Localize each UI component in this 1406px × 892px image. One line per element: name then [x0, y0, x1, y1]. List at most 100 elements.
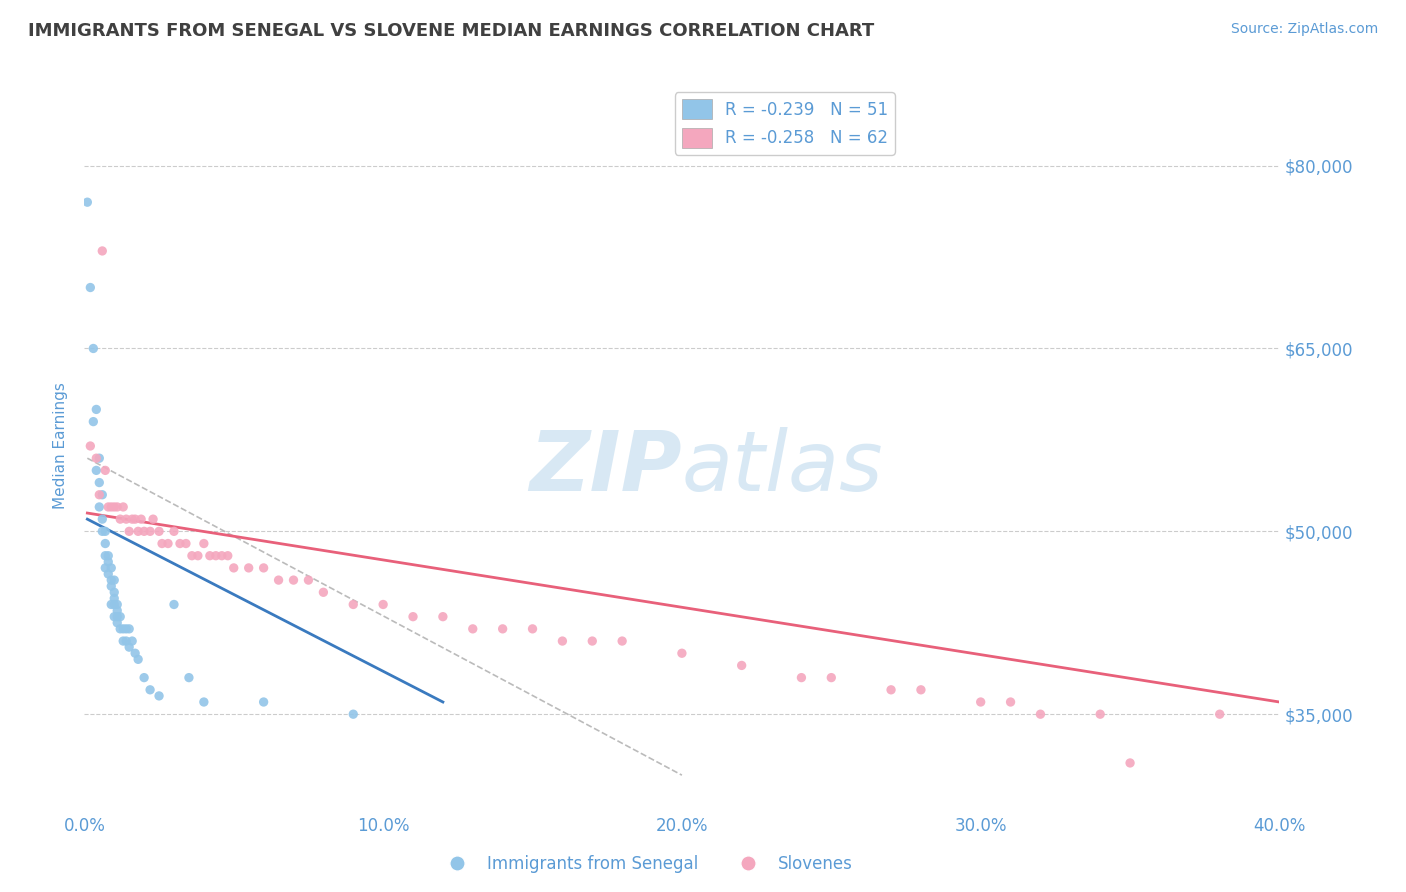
Point: [142, 512, 165, 526]
Point: [163, 598, 186, 612]
Point: [193, 695, 215, 709]
Point: [103, 573, 125, 587]
Point: [238, 561, 260, 575]
Point: [522, 622, 544, 636]
Point: [187, 549, 209, 563]
Point: [880, 682, 903, 697]
Point: [1209, 707, 1232, 722]
Point: [132, 671, 156, 685]
Point: [105, 500, 128, 514]
Point: [89, 500, 111, 514]
Point: [1090, 707, 1112, 722]
Point: [94, 536, 117, 550]
Point: [86, 451, 108, 466]
Legend: Immigrants from Senegal, Slovenes: Immigrants from Senegal, Slovenes: [433, 848, 860, 880]
Point: [89, 488, 111, 502]
Point: [970, 695, 993, 709]
Point: [97, 549, 120, 563]
Point: [94, 561, 117, 575]
Point: [253, 561, 276, 575]
Point: [612, 634, 634, 648]
Point: [157, 536, 180, 550]
Point: [1119, 756, 1142, 770]
Point: [89, 451, 111, 466]
Point: [139, 682, 162, 697]
Text: IMMIGRANTS FROM SENEGAL VS SLOVENE MEDIAN EARNINGS CORRELATION CHART: IMMIGRANTS FROM SENEGAL VS SLOVENE MEDIA…: [28, 22, 875, 40]
Point: [267, 573, 290, 587]
Point: [402, 609, 425, 624]
Point: [198, 549, 221, 563]
Point: [129, 512, 152, 526]
Point: [110, 512, 132, 526]
Point: [110, 609, 132, 624]
Point: [461, 622, 484, 636]
Point: [100, 598, 122, 612]
Point: [94, 463, 117, 477]
Point: [91, 524, 114, 539]
Point: [177, 671, 200, 685]
Point: [97, 500, 120, 514]
Point: [76, 195, 98, 210]
Point: [79, 280, 101, 294]
Point: [163, 524, 186, 539]
Point: [105, 615, 128, 630]
Point: [253, 695, 276, 709]
Point: [82, 415, 104, 429]
Point: [211, 549, 233, 563]
Point: [174, 536, 197, 550]
Point: [94, 524, 117, 539]
Point: [115, 634, 138, 648]
Point: [731, 658, 754, 673]
Point: [148, 689, 170, 703]
Point: [91, 244, 114, 258]
Point: [150, 536, 173, 550]
Point: [103, 598, 125, 612]
Point: [100, 579, 122, 593]
Point: [115, 512, 138, 526]
Point: [82, 342, 104, 356]
Point: [132, 524, 156, 539]
Point: [105, 609, 128, 624]
Point: [432, 609, 454, 624]
Y-axis label: Median Earnings: Median Earnings: [53, 383, 69, 509]
Point: [297, 573, 319, 587]
Point: [1029, 707, 1052, 722]
Point: [112, 500, 135, 514]
Point: [103, 591, 125, 606]
Point: [103, 609, 125, 624]
Point: [110, 622, 132, 636]
Point: [127, 652, 149, 666]
Point: [217, 549, 239, 563]
Point: [127, 524, 149, 539]
Point: [105, 604, 128, 618]
Point: [91, 488, 114, 502]
Point: [100, 500, 122, 514]
Point: [169, 536, 191, 550]
Point: [283, 573, 305, 587]
Point: [148, 524, 170, 539]
Point: [581, 634, 603, 648]
Point: [86, 402, 108, 417]
Point: [79, 439, 101, 453]
Point: [181, 549, 204, 563]
Point: [121, 512, 143, 526]
Point: [121, 634, 143, 648]
Point: [97, 567, 120, 582]
Point: [100, 573, 122, 587]
Point: [222, 561, 245, 575]
Text: Source: ZipAtlas.com: Source: ZipAtlas.com: [1230, 22, 1378, 37]
Legend: R = -0.239   N = 51, R = -0.258   N = 62: R = -0.239 N = 51, R = -0.258 N = 62: [675, 92, 894, 154]
Point: [492, 622, 515, 636]
Point: [118, 640, 141, 655]
Point: [139, 524, 162, 539]
Point: [342, 598, 364, 612]
Point: [551, 634, 574, 648]
Point: [112, 634, 135, 648]
Point: [1000, 695, 1022, 709]
Point: [89, 475, 111, 490]
Point: [115, 622, 138, 636]
Point: [671, 646, 693, 660]
Point: [105, 598, 128, 612]
Point: [205, 549, 228, 563]
Point: [312, 585, 335, 599]
